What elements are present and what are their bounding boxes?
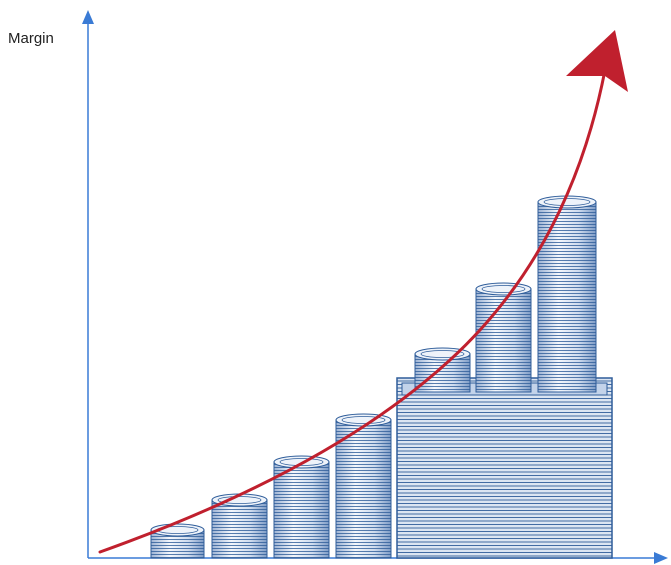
coin-stack-icon (335, 413, 392, 559)
coin-stack-icon (211, 493, 268, 559)
y-axis-label: Margin (8, 30, 54, 47)
x-axis-arrowhead-icon (654, 552, 668, 564)
coin-stack-icon (273, 455, 330, 559)
coin-stacks (150, 195, 597, 559)
coin-stack-icon (537, 195, 597, 393)
coin-stack-icon (475, 282, 532, 393)
growth-arrow-icon (98, 30, 628, 554)
coin-stack-icon (150, 523, 205, 559)
coin-stack-icon (414, 347, 471, 393)
coin-block (396, 377, 613, 559)
y-axis-arrowhead-icon (82, 10, 94, 24)
